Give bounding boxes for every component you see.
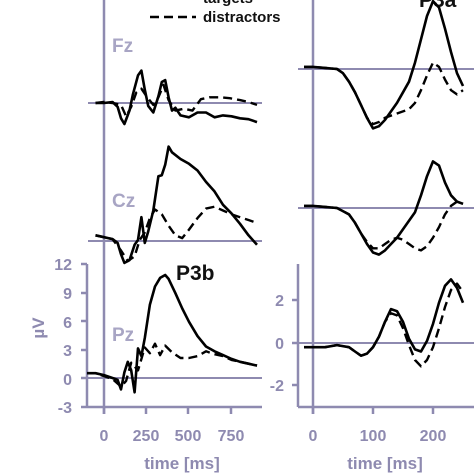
left-y-ticks: 12 9 6 3 0 -3 — [54, 257, 87, 417]
left-x-tick-label: 500 — [175, 428, 202, 445]
component-label-p3b: P3b — [176, 262, 215, 285]
right-y-tick-label: 2 — [275, 293, 284, 310]
fz-distractor-wave-left — [95, 83, 258, 118]
left-x-tick-label: 250 — [133, 428, 160, 445]
right-x-tick-label: 0 — [309, 428, 318, 445]
left-x-tick-label: 0 — [100, 428, 109, 445]
right-x-ticks: 0 100 200 — [309, 407, 447, 445]
left-y-tick-label: -3 — [58, 400, 72, 417]
left-panel: Fz Cz Pz P3b 12 9 6 3 0 -3 µV 0 250 500 … — [29, 0, 262, 473]
left-y-tick-label: 0 — [63, 372, 72, 389]
fz-target-wave-right — [304, 0, 465, 130]
right-x-tick-label: 100 — [360, 428, 387, 445]
pz-target-wave-right — [304, 278, 465, 358]
legend-distractor-label: distractors — [203, 9, 281, 26]
pz-distractor-wave-left — [87, 342, 258, 388]
cz-distractor-wave-left — [95, 205, 258, 263]
right-panel: P3a 2 0 -2 0 100 200 time [ms] — [270, 0, 474, 473]
legend-target-label: targets — [203, 0, 253, 7]
right-x-tick-label: 200 — [420, 428, 447, 445]
left-y-tick-label: 12 — [54, 257, 72, 274]
pz-distractor-wave-right — [304, 282, 464, 368]
left-y-axis-title: µV — [29, 317, 48, 339]
cz-distractor-wave-right — [304, 200, 464, 252]
right-waveforms — [304, 0, 465, 368]
right-y-tick-label: 0 — [275, 336, 284, 353]
left-x-tick-label: 750 — [218, 428, 245, 445]
fz-target-wave-left — [95, 69, 258, 126]
left-waveforms — [87, 69, 258, 394]
cz-target-wave-left — [95, 145, 258, 265]
left-x-axis-title: time [ms] — [144, 454, 220, 473]
right-y-tick-label: -2 — [270, 378, 284, 395]
right-x-axis-title: time [ms] — [347, 454, 423, 473]
channel-label-fz: Fz — [112, 36, 133, 57]
channel-label-cz: Cz — [112, 191, 135, 212]
legend: targets distractors — [150, 0, 281, 26]
left-y-tick-label: 9 — [63, 286, 72, 303]
left-y-tick-label: 6 — [63, 315, 72, 332]
fz-distractor-wave-right — [304, 61, 464, 126]
right-y-ticks: 2 0 -2 — [270, 293, 298, 395]
left-y-tick-label: 3 — [63, 343, 72, 360]
channel-label-pz: Pz — [112, 325, 134, 346]
left-x-ticks: 0 250 500 750 — [100, 407, 245, 445]
